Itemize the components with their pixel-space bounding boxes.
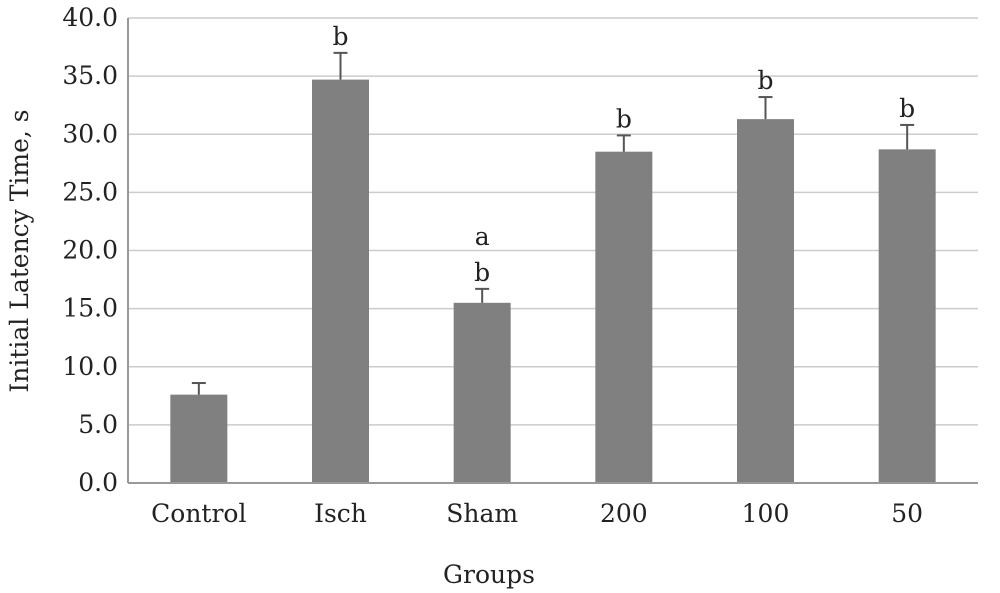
significance-label: b — [899, 94, 915, 123]
bar-200 — [595, 151, 653, 483]
significance-label: b — [474, 258, 490, 287]
significance-label: b — [616, 104, 632, 133]
x-tick-label: 50 — [891, 499, 923, 528]
x-tick-labels: Control Isch Sham 200 100 50 — [151, 499, 923, 528]
bar-100 — [737, 119, 794, 483]
y-tick-label: 25.0 — [62, 177, 118, 206]
y-tick-label: 15.0 — [62, 294, 118, 323]
significance-label: a — [475, 222, 490, 251]
bar-50 — [878, 149, 936, 484]
x-tick-label: Isch — [314, 499, 367, 528]
significance-label: b — [757, 66, 773, 95]
y-tick-label: 20.0 — [62, 236, 118, 265]
bar-sham — [453, 302, 511, 483]
y-tick-label: 30.0 — [62, 119, 118, 148]
x-tick-label: Sham — [446, 499, 518, 528]
y-tick-label: 0.0 — [78, 468, 118, 497]
gridlines — [128, 17, 978, 426]
y-tick-label: 10.0 — [62, 352, 118, 381]
x-axis-title: Groups — [443, 560, 535, 589]
y-axis-title: Initial Latency Time, s — [5, 109, 34, 392]
significance-label: b — [332, 22, 348, 51]
x-tick-label: 200 — [600, 499, 648, 528]
y-tick-label: 5.0 — [78, 410, 118, 439]
y-tick-labels: 0.0 5.0 10.0 15.0 20.0 25.0 30.0 35.0 40.0 — [62, 3, 118, 497]
x-tick-label: 100 — [742, 499, 790, 528]
x-tick-label: Control — [151, 499, 246, 528]
error-bars — [191, 51, 915, 395]
bar-control — [170, 394, 228, 483]
bars — [170, 79, 936, 484]
y-tick-label: 35.0 — [62, 61, 118, 90]
bar-isch — [312, 79, 369, 484]
y-tick-label: 40.0 — [62, 3, 118, 32]
